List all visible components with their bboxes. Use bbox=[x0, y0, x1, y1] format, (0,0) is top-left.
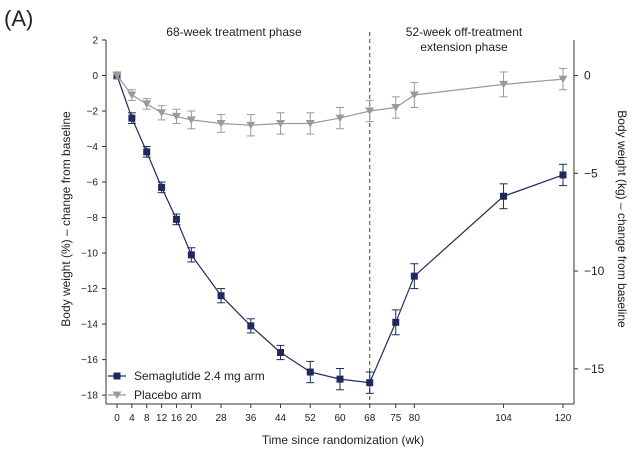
x-axis-title: Time since randomization (wk) bbox=[262, 433, 424, 447]
y-tick-right-label: 0 bbox=[584, 69, 591, 83]
x-tick-label: 60 bbox=[334, 413, 346, 424]
x-tick-label: 104 bbox=[495, 413, 512, 424]
x-tick-label: 52 bbox=[305, 413, 317, 424]
y-tick-left-label: −16 bbox=[81, 355, 98, 366]
y-tick-left-label: −8 bbox=[87, 213, 99, 224]
series-placebo bbox=[112, 67, 568, 137]
phase-label-extension-line1: 52-week off-treatment bbox=[406, 25, 523, 39]
x-tick-label: 16 bbox=[171, 413, 183, 424]
data-point bbox=[216, 119, 226, 128]
data-point bbox=[127, 91, 137, 100]
data-point bbox=[499, 80, 509, 89]
data-point bbox=[217, 292, 225, 300]
data-point bbox=[172, 215, 180, 223]
data-point bbox=[392, 318, 400, 326]
data-point bbox=[335, 114, 345, 123]
y-tick-right-label: −15 bbox=[584, 362, 605, 376]
data-point bbox=[128, 114, 136, 122]
y-tick-left-label: 0 bbox=[92, 71, 98, 82]
phase-label-treatment: 68-week treatment phase bbox=[166, 25, 302, 39]
x-tick-label: 120 bbox=[555, 413, 572, 424]
y-tick-left-label: −2 bbox=[87, 107, 99, 118]
data-point bbox=[143, 148, 151, 156]
data-point bbox=[112, 72, 122, 80]
x-tick-label: 0 bbox=[114, 413, 120, 424]
y-tick-left-label: −12 bbox=[81, 284, 98, 295]
y-tick-left-label: −14 bbox=[81, 320, 98, 331]
data-point bbox=[142, 100, 152, 108]
data-point bbox=[171, 112, 181, 121]
data-point bbox=[277, 349, 285, 357]
legend: Semaglutide 2.4 mg arm Placebo arm bbox=[108, 369, 265, 402]
x-tick-label: 20 bbox=[186, 413, 198, 424]
y-tick-right-label: −10 bbox=[584, 264, 605, 278]
data-point bbox=[558, 75, 568, 84]
y-axis-title-right: Body weight (kg) – change from baseline bbox=[615, 110, 629, 328]
data-point bbox=[187, 251, 195, 259]
data-point bbox=[247, 322, 255, 330]
legend-marker-placebo bbox=[112, 391, 122, 399]
panel-label: (A) bbox=[4, 6, 33, 31]
x-tick-label: 75 bbox=[390, 413, 402, 424]
x-tick-label: 12 bbox=[156, 413, 168, 424]
series-line bbox=[116, 75, 564, 126]
y-tick-right-label: −5 bbox=[584, 166, 598, 180]
data-point bbox=[246, 121, 256, 130]
data-point bbox=[336, 375, 344, 383]
series-line bbox=[116, 75, 564, 384]
data-point bbox=[559, 171, 567, 179]
y-tick-left-label: −6 bbox=[87, 178, 99, 189]
data-point bbox=[500, 192, 508, 200]
series-layer bbox=[112, 67, 568, 394]
data-point bbox=[306, 368, 314, 376]
x-tick-label: 8 bbox=[144, 413, 150, 424]
data-point bbox=[365, 107, 375, 116]
data-point bbox=[305, 119, 315, 128]
data-point bbox=[410, 272, 418, 280]
data-point bbox=[409, 91, 419, 100]
data-point bbox=[276, 119, 286, 128]
data-point bbox=[391, 103, 401, 112]
y-tick-left-label: −18 bbox=[81, 391, 98, 402]
legend-label-placebo: Placebo arm bbox=[134, 388, 201, 402]
y-tick-left-label: −10 bbox=[81, 249, 98, 260]
axes: 20−2−4−6−8−10−12−14−16−180−5−10−150 4 8 12 1… bbox=[81, 32, 605, 424]
x-tick-label: 68 bbox=[364, 413, 376, 424]
legend-label-semaglutide: Semaglutide 2.4 mg arm bbox=[134, 369, 265, 383]
x-tick-label: 36 bbox=[245, 413, 257, 424]
y-tick-left-label: 2 bbox=[92, 36, 98, 47]
y-tick-left-label: −4 bbox=[87, 142, 99, 153]
x-tick-label: 28 bbox=[216, 413, 228, 424]
data-point bbox=[186, 116, 196, 124]
data-point bbox=[366, 379, 374, 387]
x-tick-label: 4 bbox=[129, 413, 135, 424]
data-point bbox=[157, 109, 167, 117]
x-tick-label: 80 bbox=[409, 413, 421, 424]
data-point bbox=[158, 183, 166, 191]
y-axis-title-left: Body weight (%) – change from baseline bbox=[59, 111, 73, 327]
legend-marker-semaglutide bbox=[113, 372, 121, 380]
x-tick-label: 44 bbox=[275, 413, 287, 424]
phase-label-extension-line2: extension phase bbox=[420, 40, 508, 54]
